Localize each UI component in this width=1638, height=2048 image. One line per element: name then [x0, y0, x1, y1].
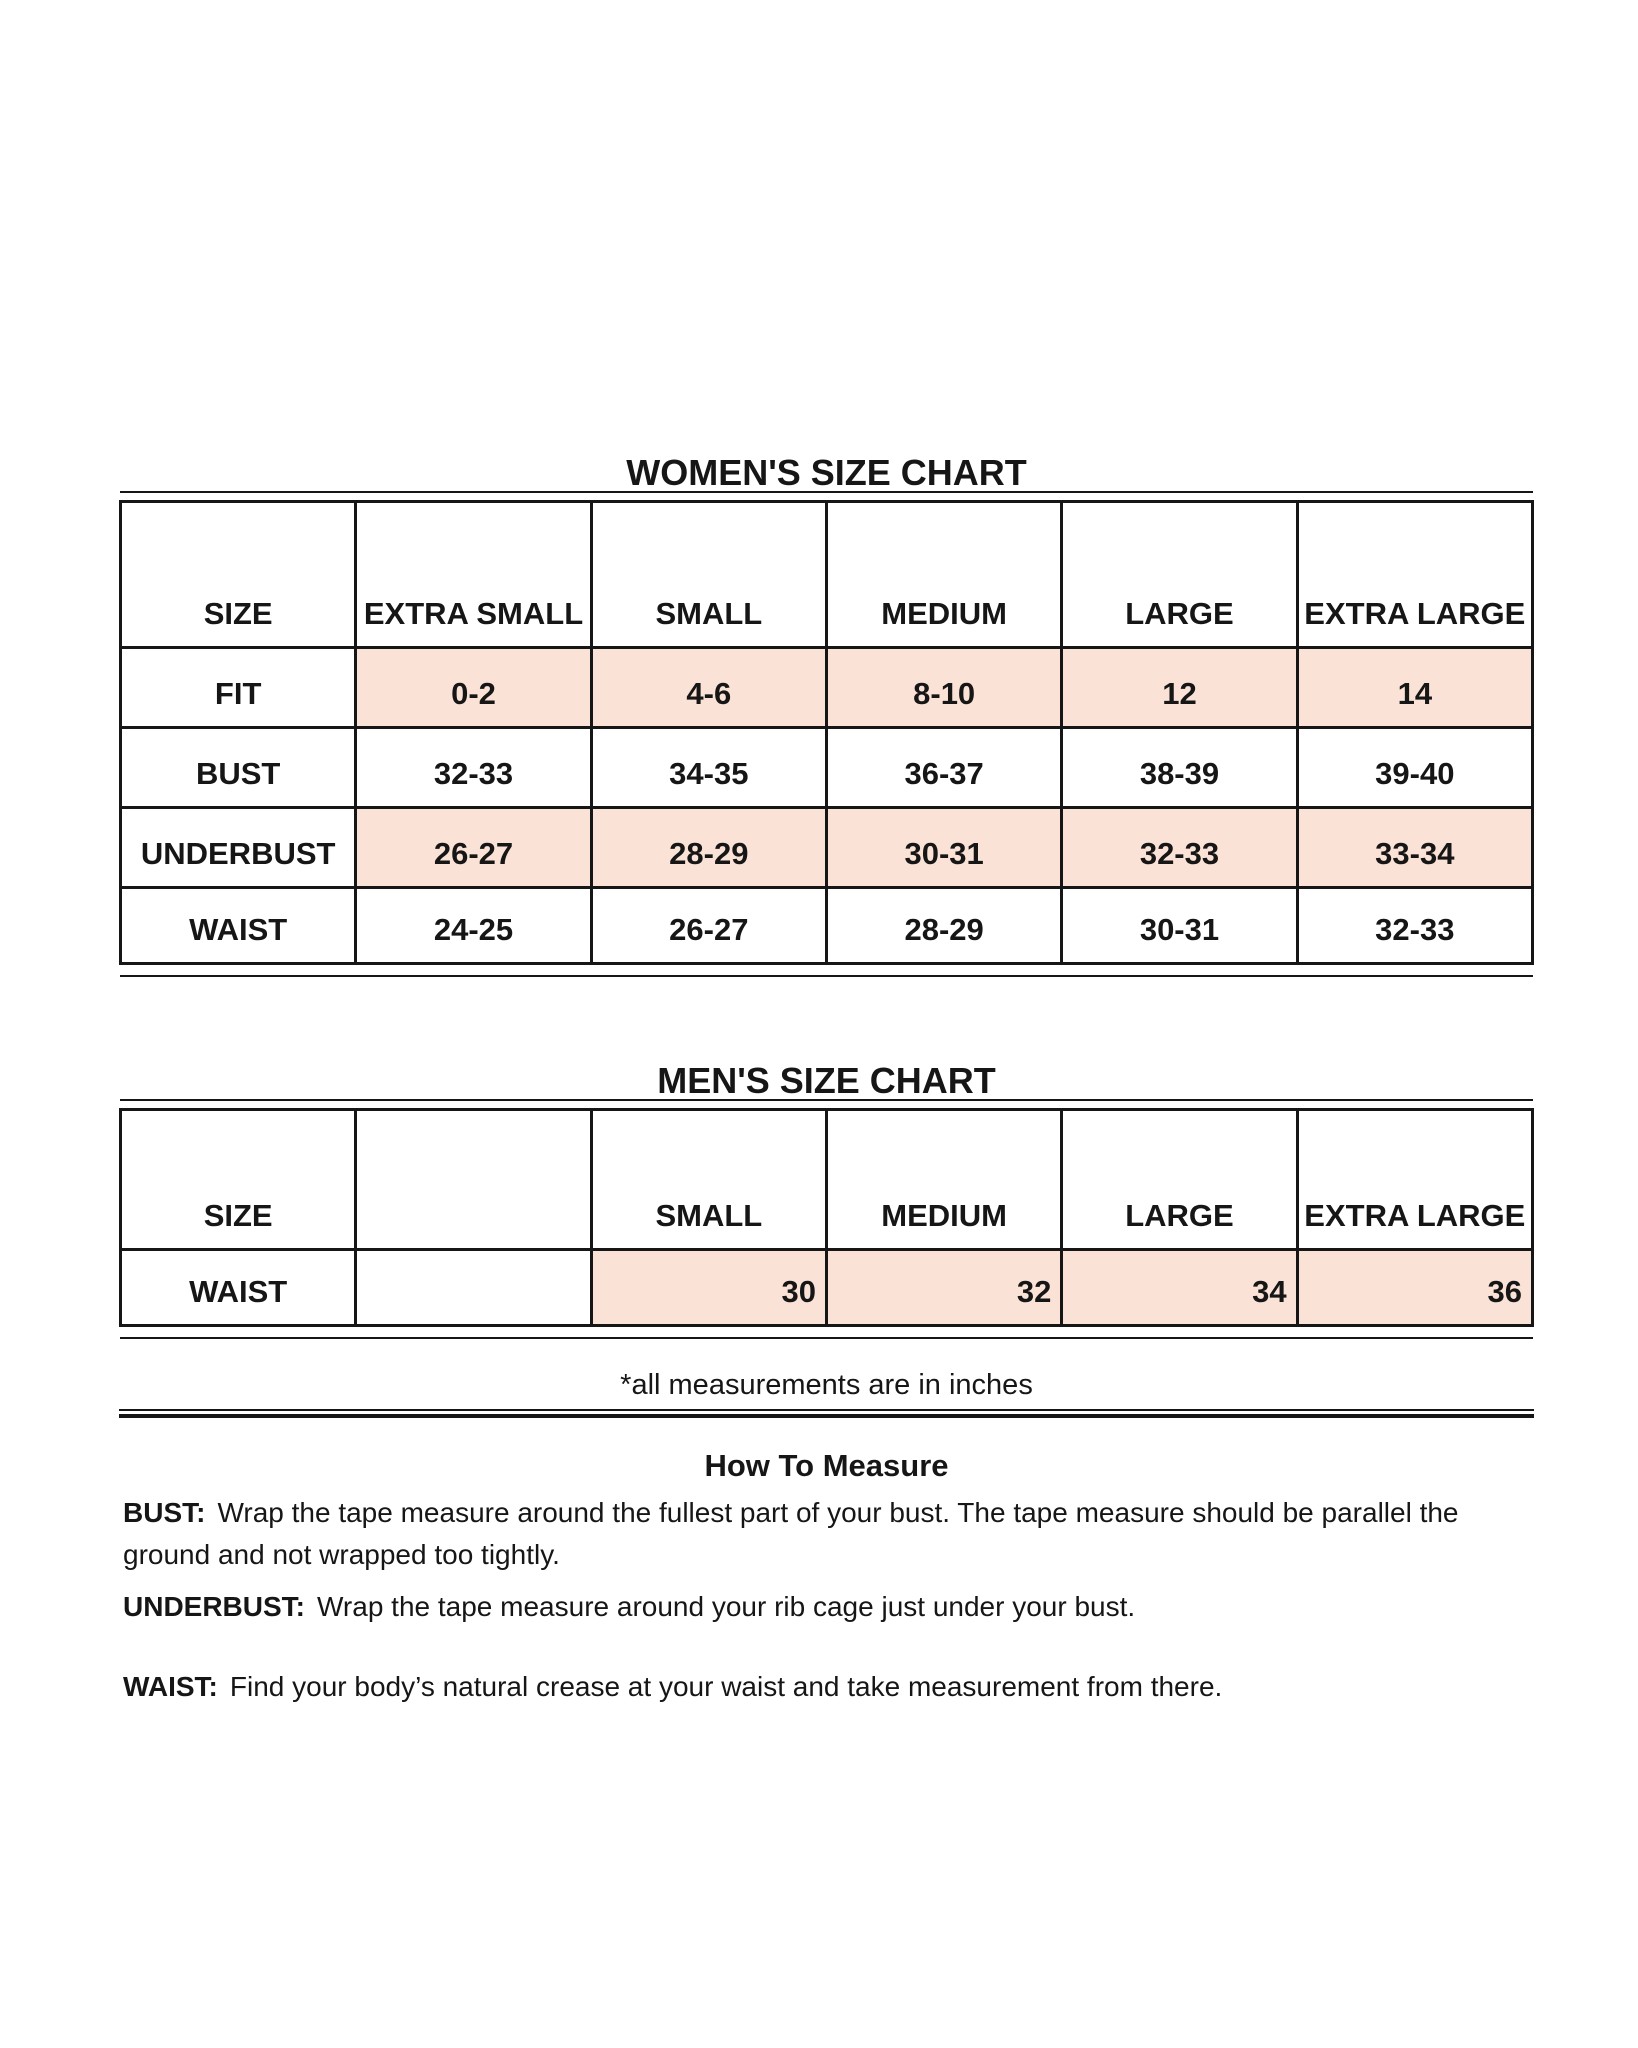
underbust-instruction-text: Wrap the tape measure around your rib ca…	[317, 1591, 1136, 1622]
table-cell: 36-37	[824, 726, 1064, 809]
table-cell: 26-27	[589, 886, 828, 965]
table-cell: 30-31	[1060, 886, 1299, 965]
table-cell: 28-29	[589, 806, 828, 889]
row-label: BUST	[118, 726, 358, 809]
table-cell: 32-33	[1060, 806, 1299, 889]
mens-header-small: SMALL	[589, 1108, 828, 1251]
waist-instruction-text: Find your body’s natural crease at your …	[229, 1671, 1223, 1702]
womens-size-table: SIZE EXTRA SMALL SMALL MEDIUM LARGE EXTR…	[118, 491, 1535, 977]
row-label: UNDERBUST	[118, 806, 358, 889]
mens-header-large: LARGE	[1060, 1108, 1299, 1251]
row-label: WAIST	[118, 886, 358, 965]
womens-header-extra-large: EXTRA LARGE	[1295, 500, 1535, 649]
womens-header-small: SMALL	[589, 500, 828, 649]
table-cell: 4-6	[589, 646, 828, 729]
measurements-footnote: *all measurements are in inches	[620, 1369, 1033, 1401]
table-cell: 32	[824, 1248, 1064, 1327]
table-cell: 38-39	[1060, 726, 1299, 809]
size-guide-document: WOMEN'S SIZE CHART SIZE EXTRA SMALL SMAL…	[118, 0, 1535, 1708]
table-cell: 30	[589, 1248, 828, 1327]
mens-waist-row: WAIST 30 32 34 36	[118, 1248, 1535, 1327]
table-cell: 26-27	[354, 806, 593, 889]
table-cell: 36	[1295, 1248, 1535, 1327]
row-label: WAIST	[118, 1248, 358, 1327]
womens-header-medium: MEDIUM	[824, 500, 1064, 649]
underbust-instruction: UNDERBUST: Wrap the tape measure around y…	[119, 1586, 1523, 1628]
mens-header-size: SIZE	[118, 1108, 358, 1251]
waist-instruction-label: WAIST:	[123, 1671, 218, 1702]
table-cell: 0-2	[354, 646, 593, 729]
underbust-instruction-label: UNDERBUST:	[123, 1591, 305, 1622]
mens-header-medium: MEDIUM	[824, 1108, 1064, 1251]
divider-line	[119, 1409, 1534, 1418]
table-cell: 8-10	[824, 646, 1064, 729]
row-label: FIT	[118, 646, 358, 729]
womens-header-row: SIZE EXTRA SMALL SMALL MEDIUM LARGE EXTR…	[118, 500, 1535, 649]
table-cell: 33-34	[1295, 806, 1535, 889]
table-cell: 12	[1060, 646, 1299, 729]
womens-size-table-grid: SIZE EXTRA SMALL SMALL MEDIUM LARGE EXTR…	[118, 500, 1535, 965]
bust-instruction-text: Wrap the tape measure around the fullest…	[123, 1497, 1459, 1570]
table-cell: 30-31	[824, 806, 1064, 889]
mens-size-table: SIZE SMALL MEDIUM LARGE EXTRA LARGE WAIS…	[118, 1099, 1535, 1339]
table-cell: 28-29	[824, 886, 1064, 965]
how-to-measure-title: How To Measure	[704, 1448, 949, 1483]
womens-underbust-row: UNDERBUST 26-27 28-29 30-31 32-33 33-34	[118, 806, 1535, 889]
table-cell: 34-35	[589, 726, 828, 809]
mens-size-table-grid: SIZE SMALL MEDIUM LARGE EXTRA LARGE WAIS…	[118, 1108, 1535, 1327]
womens-chart-title: WOMEN'S SIZE CHART	[626, 452, 1027, 493]
womens-header-extra-small: EXTRA SMALL	[354, 500, 593, 649]
table-cell: 32-33	[354, 726, 593, 809]
table-cell	[354, 1248, 593, 1327]
womens-bust-row: BUST 32-33 34-35 36-37 38-39 39-40	[118, 726, 1535, 809]
bust-instruction: BUST: Wrap the tape measure around the fu…	[119, 1492, 1523, 1576]
mens-header-empty	[354, 1108, 593, 1251]
mens-header-extra-large: EXTRA LARGE	[1295, 1108, 1535, 1251]
table-cell: 24-25	[354, 886, 593, 965]
womens-waist-row: WAIST 24-25 26-27 28-29 30-31 32-33	[118, 886, 1535, 965]
table-cell: 32-33	[1295, 886, 1535, 965]
bust-instruction-label: BUST:	[123, 1497, 206, 1528]
waist-instruction: WAIST: Find your body’s natural crease at…	[119, 1666, 1523, 1708]
mens-chart-title: MEN'S SIZE CHART	[657, 1060, 996, 1101]
womens-header-large: LARGE	[1060, 500, 1299, 649]
womens-fit-row: FIT 0-2 4-6 8-10 12 14	[118, 646, 1535, 729]
table-cell: 34	[1060, 1248, 1299, 1327]
mens-header-row: SIZE SMALL MEDIUM LARGE EXTRA LARGE	[118, 1108, 1535, 1251]
table-cell: 39-40	[1295, 726, 1535, 809]
table-cell: 14	[1295, 646, 1535, 729]
womens-header-size: SIZE	[118, 500, 358, 649]
